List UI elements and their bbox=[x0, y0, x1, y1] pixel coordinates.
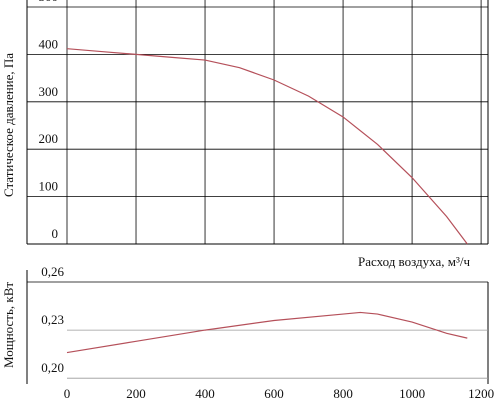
x-tick-label: 1200 bbox=[468, 386, 494, 401]
y-tick-label: 300 bbox=[39, 84, 59, 99]
y-tick-label: 0,23 bbox=[41, 312, 64, 327]
line bbox=[66, 311, 468, 354]
x-axis-label: Расход воздуха, м³/ч bbox=[358, 254, 470, 269]
x-tick-label: 600 bbox=[264, 386, 284, 401]
y-tick-label: 500 bbox=[39, 0, 59, 4]
x-tick-label: 400 bbox=[195, 386, 215, 401]
x-tick-label: 800 bbox=[333, 386, 353, 401]
y-tick-label: 0 bbox=[52, 226, 59, 241]
y-tick-label: 0,26 bbox=[41, 264, 64, 279]
y-tick-label: 100 bbox=[39, 179, 59, 194]
x-tick-label: 0 bbox=[64, 386, 71, 401]
line bbox=[66, 48, 468, 245]
x-tick-label: 200 bbox=[126, 386, 146, 401]
y-tick-label: 400 bbox=[39, 36, 59, 51]
y-tick-label: 0,20 bbox=[41, 360, 64, 375]
y-axis-label: Мощность, кВт bbox=[1, 282, 16, 368]
x-tick-label: 1000 bbox=[399, 386, 425, 401]
y-tick-label: 200 bbox=[39, 131, 59, 146]
y-axis-label: Статическое давление, Па bbox=[1, 53, 16, 197]
